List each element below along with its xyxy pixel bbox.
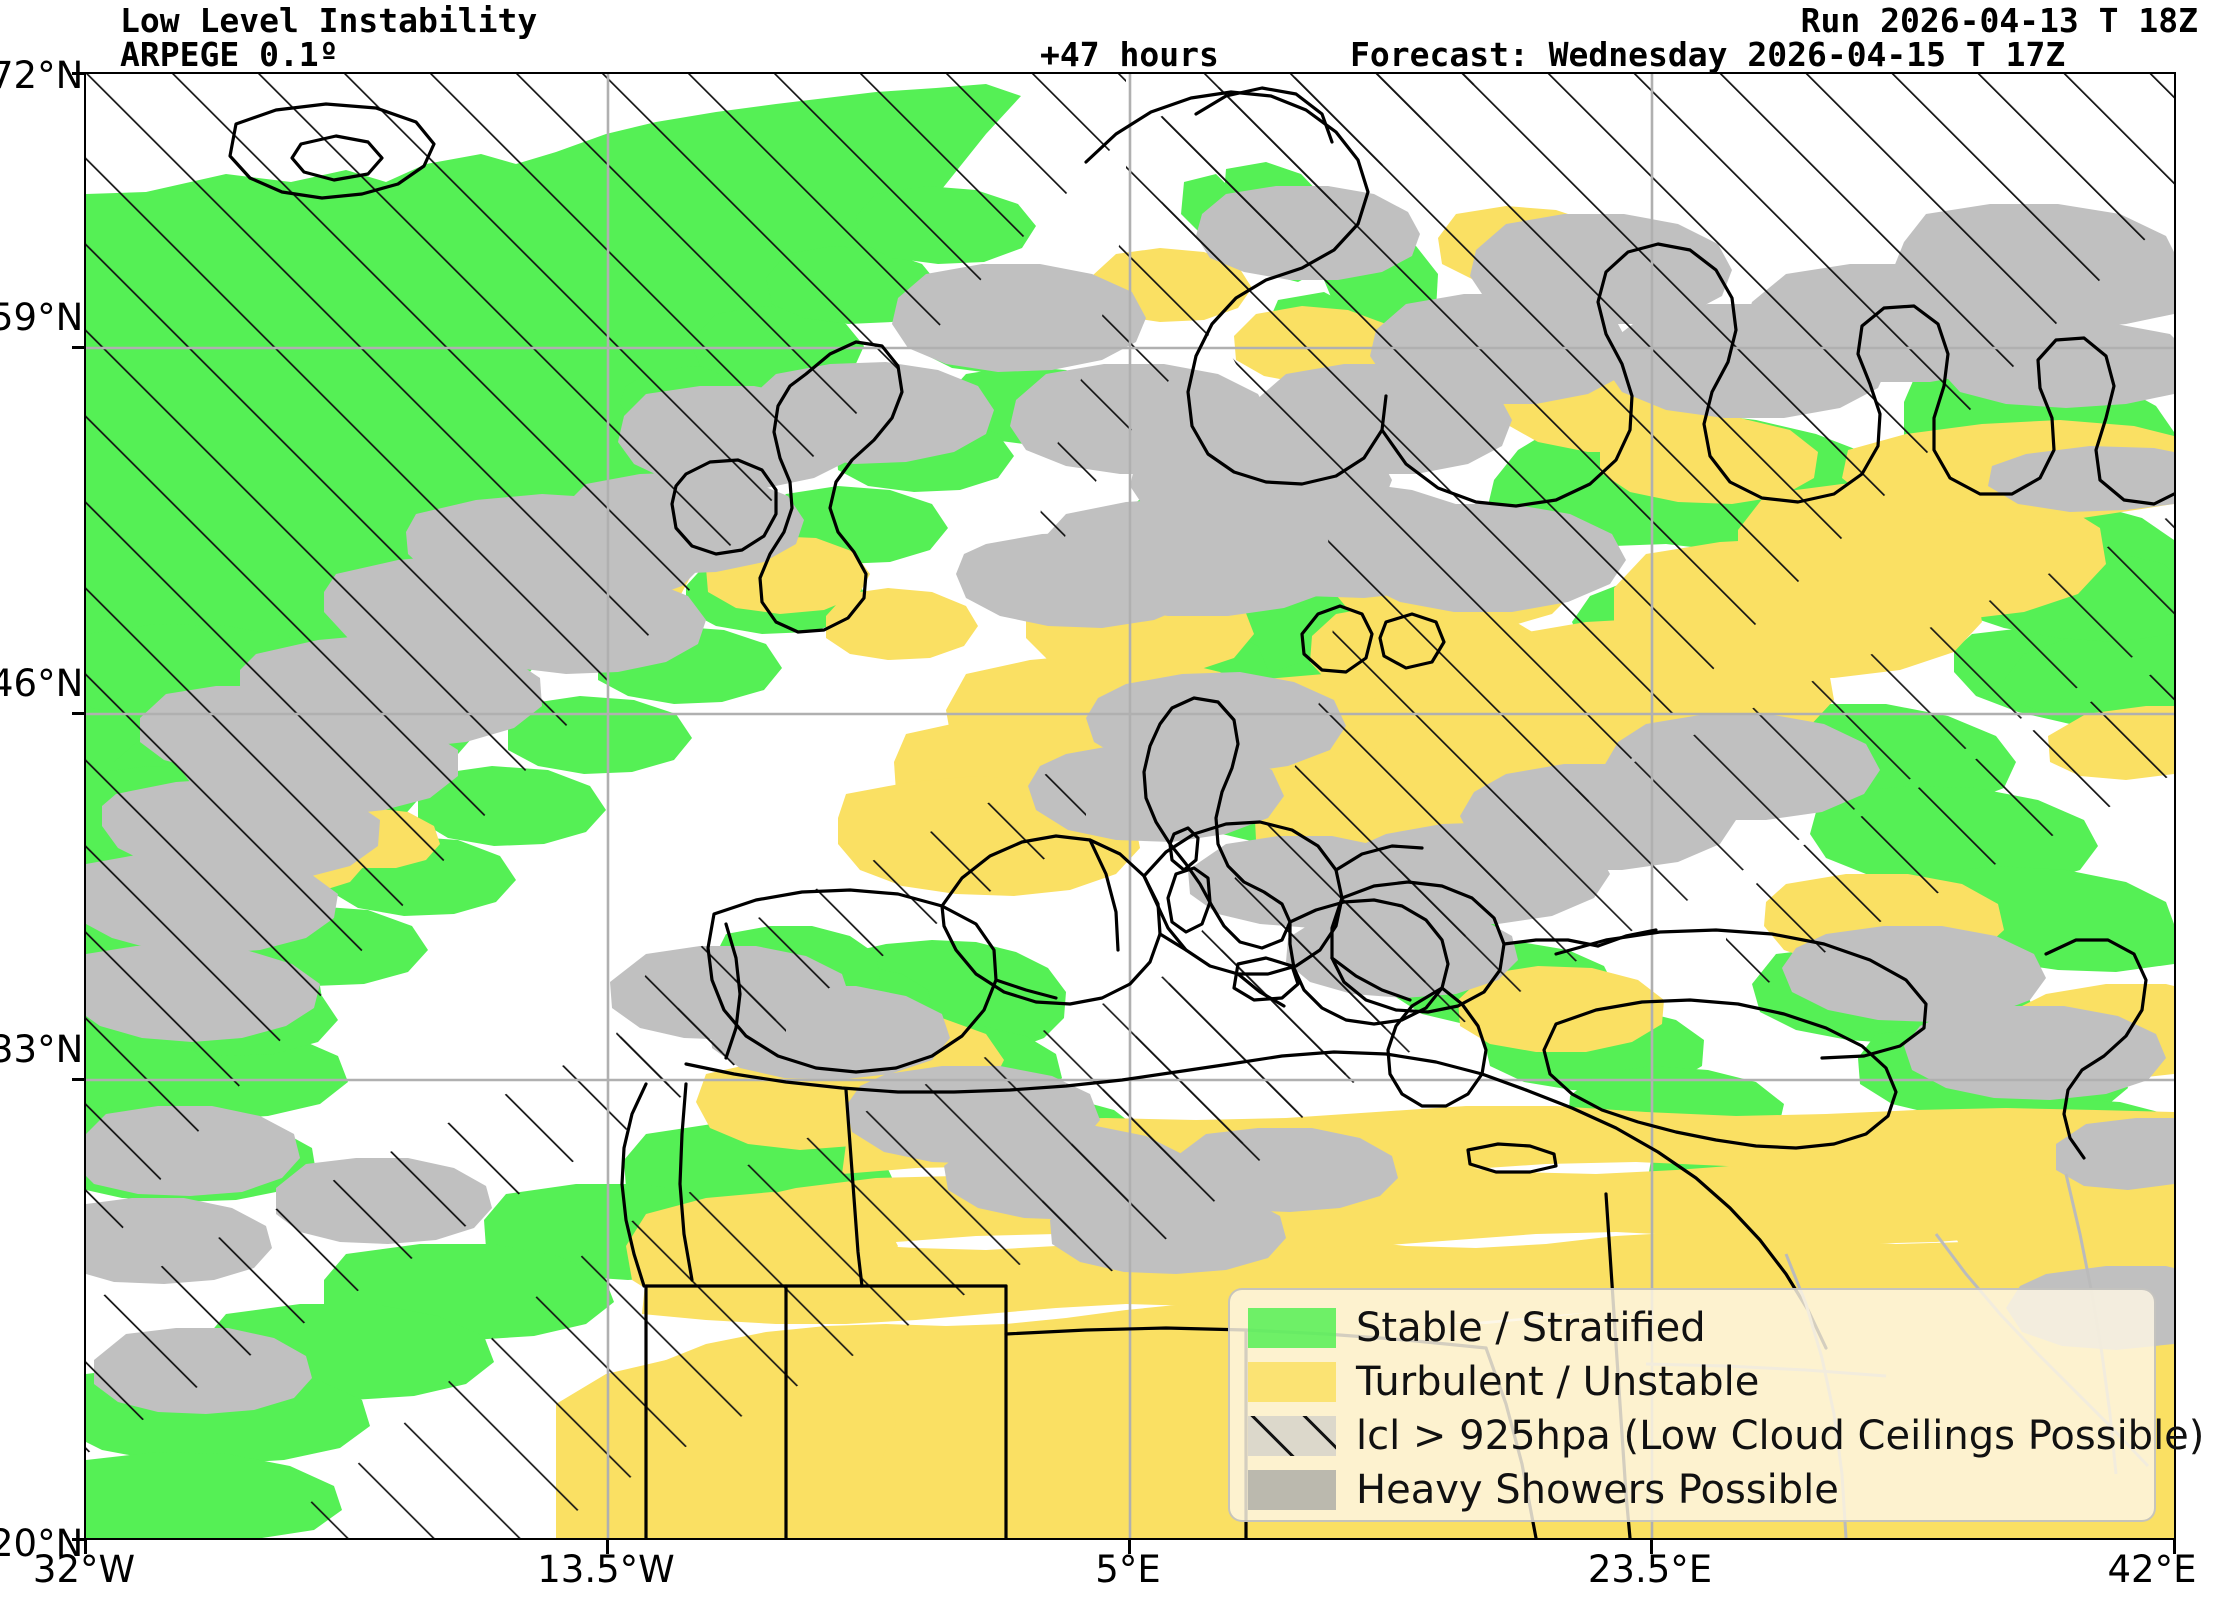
legend-label-stable: Stable / Stratified <box>1356 1305 1706 1351</box>
legend-item-showers[interactable]: Heavy Showers Possible <box>1248 1464 1839 1516</box>
legend-swatch-stable <box>1248 1308 1336 1348</box>
hatch-line-icon <box>1248 1416 1326 1456</box>
y-tickmark-2 <box>72 712 86 715</box>
lcl-hatch-overlay <box>86 74 2174 1538</box>
legend-item-unstable[interactable]: Turbulent / Unstable <box>1248 1356 1759 1408</box>
y-tick-0: 72°N <box>0 54 84 97</box>
legend-label-unstable: Turbulent / Unstable <box>1356 1359 1760 1405</box>
y-tick-4: 20°N <box>0 1522 84 1565</box>
legend-swatch-showers <box>1248 1470 1336 1510</box>
map-legend[interactable]: Stable / Stratified Turbulent / Unstable… <box>1228 1288 2204 1522</box>
legend-item-stable[interactable]: Stable / Stratified <box>1248 1302 1706 1354</box>
map-header: Low Level Instability ARPEGE 0.1º +47 ho… <box>0 0 2233 72</box>
y-tick-2: 46°N <box>0 662 84 705</box>
y-tickmark-1 <box>72 346 86 349</box>
page-title: Low Level Instability <box>120 1 538 40</box>
lead-time-label: +47 hours <box>1040 35 1219 74</box>
map-plot-area[interactable] <box>84 72 2176 1540</box>
x-tickmark-0 <box>84 1540 87 1554</box>
map-canvas <box>86 74 2174 1538</box>
y-tick-3: 33°N <box>0 1028 84 1071</box>
x-tick-1: 13.5°W <box>537 1548 675 1591</box>
y-tickmark-0 <box>72 72 86 75</box>
x-tick-4: 42°E <box>2107 1548 2197 1591</box>
x-tick-2: 5°E <box>1095 1548 1161 1591</box>
legend-swatch-unstable <box>1248 1362 1336 1402</box>
y-tickmark-4 <box>72 1538 86 1541</box>
run-time-label: Run 2026-04-13 T 18Z <box>1800 1 2198 40</box>
x-tickmark-2 <box>1128 1540 1131 1554</box>
x-tickmark-1 <box>606 1540 609 1554</box>
forecast-label: Forecast: Wednesday 2026-04-15 T 17Z <box>1350 35 2066 74</box>
y-tick-1: 59°N <box>0 296 84 339</box>
legend-label-lcl: lcl > 925hpa (Low Cloud Ceilings Possibl… <box>1356 1413 2205 1459</box>
model-label: ARPEGE 0.1º <box>120 35 339 74</box>
legend-swatch-lcl <box>1248 1416 1336 1456</box>
x-tick-0: 32°W <box>32 1548 136 1591</box>
x-tick-3: 23.5°E <box>1587 1548 1713 1591</box>
x-tickmark-3 <box>1650 1540 1653 1554</box>
x-tickmark-4 <box>2173 1540 2176 1554</box>
legend-item-lcl[interactable]: lcl > 925hpa (Low Cloud Ceilings Possibl… <box>1248 1410 2204 1462</box>
y-tickmark-3 <box>72 1078 86 1081</box>
hatch-line-icon <box>1269 1416 1336 1456</box>
legend-label-showers: Heavy Showers Possible <box>1356 1467 1839 1513</box>
